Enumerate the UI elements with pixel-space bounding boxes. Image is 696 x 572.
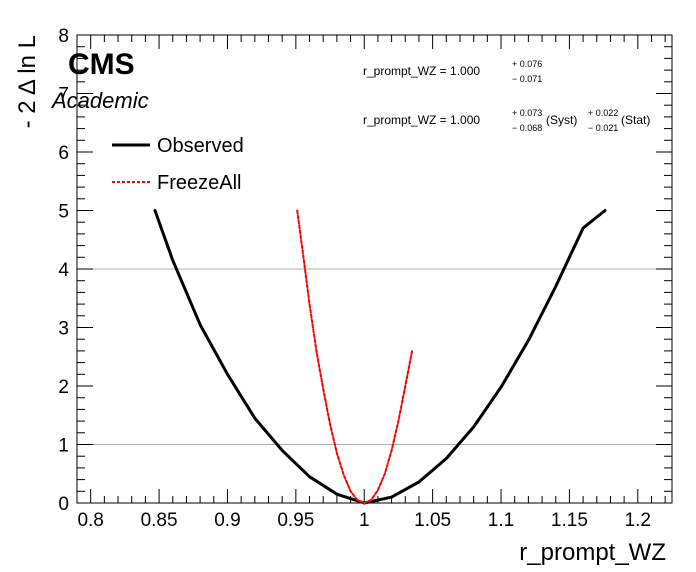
x-tick-label: 0.95: [277, 510, 314, 531]
series-line-observed: [153, 209, 607, 505]
series-line-freezeall: [296, 209, 414, 504]
experiment-label: CMS: [68, 48, 135, 81]
x-tick-label: 0.85: [141, 510, 178, 531]
x-tick-label: 1.15: [551, 510, 588, 531]
y-tick-label: 4: [58, 260, 69, 281]
result-syst-up: + 0.073: [512, 108, 542, 118]
result-stat-down: − 0.021: [588, 123, 618, 133]
y-tick-label: 8: [58, 26, 69, 47]
legend: Observed FreezeAll: [112, 135, 244, 194]
x-tick-label: 0.9: [214, 510, 240, 531]
y-tick-label: 5: [58, 202, 69, 223]
x-tick-label: 1.1: [488, 510, 514, 531]
x-tick-label: 0.8: [77, 510, 103, 531]
series-layer: [153, 209, 607, 505]
result-breakdown-value: r_prompt_WZ = 1.000: [363, 113, 480, 127]
experiment-sublabel: Academic: [50, 88, 149, 113]
y-tick-label: 3: [58, 319, 69, 340]
y-tick-label: 7: [58, 85, 69, 106]
result-stat-up: + 0.022: [588, 108, 618, 118]
x-tick-label: 1.2: [625, 510, 651, 531]
result-stat-label: (Stat): [621, 113, 650, 127]
x-tick-label: 1.05: [414, 510, 451, 531]
result-total: r_prompt_WZ = 1.000 + 0.076 − 0.071: [363, 59, 542, 84]
y-tick-label: 2: [58, 377, 69, 398]
legend-label-observed: Observed: [157, 135, 244, 157]
y-axis-ticks: 0 1 2 3 4 5 6 7 8: [58, 26, 672, 515]
y-tick-label: 1: [58, 436, 69, 457]
result-total-down: − 0.071: [512, 74, 542, 84]
result-syst-label: (Syst): [546, 113, 577, 127]
x-tick-label: 1: [359, 510, 370, 531]
x-axis-ticks: 0.8 0.85 0.9 0.95 1 1.05 1.1 1.15 1.2: [76, 35, 666, 531]
result-total-value: r_prompt_WZ = 1.000: [363, 64, 480, 78]
result-syst-down: − 0.068: [512, 123, 542, 133]
legend-label-freezeall: FreezeAll: [157, 172, 241, 194]
y-axis-title: - 2 Δ ln L: [14, 35, 41, 128]
result-total-up: + 0.076: [512, 59, 542, 69]
y-tick-label: 6: [58, 143, 69, 164]
y-tick-label: 0: [58, 494, 69, 515]
x-axis-title: r_prompt_WZ: [519, 539, 666, 566]
result-breakdown: r_prompt_WZ = 1.000 + 0.073 − 0.068 (Sys…: [363, 108, 650, 133]
